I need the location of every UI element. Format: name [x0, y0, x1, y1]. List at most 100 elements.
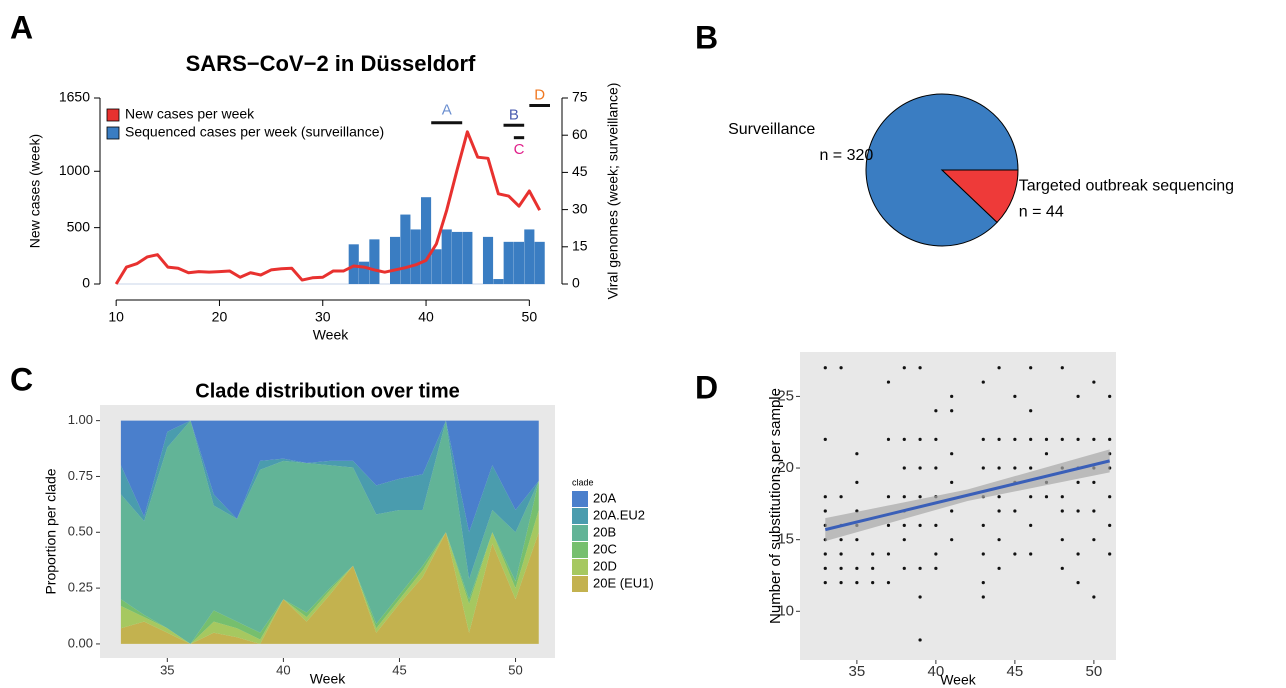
point [1029, 366, 1033, 370]
x-tick-label: 50 [1086, 663, 1103, 680]
bar [493, 279, 504, 284]
x-tick-label: 40 [276, 662, 290, 677]
y-tick-label: 1650 [59, 89, 90, 105]
legend-label: New cases per week [125, 106, 255, 122]
legend-key [106, 108, 120, 122]
y-tick-label: 0.75 [68, 468, 93, 483]
point [1060, 566, 1064, 570]
panel-background [800, 352, 1116, 660]
point [918, 523, 922, 527]
point [1060, 495, 1064, 499]
y-tick-label: 1000 [59, 162, 90, 178]
y2-axis-title: Viral genomes (week; surveillance) [605, 83, 621, 300]
point [839, 495, 843, 499]
annotation-label: A [442, 101, 452, 118]
point [1092, 380, 1096, 384]
bar [534, 241, 545, 284]
point [1029, 437, 1033, 441]
x-tick-label: 35 [160, 662, 174, 677]
point [918, 495, 922, 499]
y2-tick-label: 15 [572, 238, 588, 254]
point [1092, 595, 1096, 599]
area [120, 420, 539, 580]
point [823, 495, 827, 499]
point [886, 552, 891, 556]
point [950, 409, 954, 413]
point [1076, 480, 1080, 484]
y-tick-label: 0 [82, 275, 90, 291]
point [1092, 509, 1096, 513]
point [1076, 394, 1080, 399]
bar [369, 239, 380, 284]
point [902, 495, 906, 499]
y-axis-title: New cases (week) [27, 134, 43, 248]
point [1092, 480, 1096, 484]
point [839, 581, 843, 585]
point [886, 437, 891, 441]
point [871, 552, 875, 556]
point [981, 595, 985, 599]
point [886, 523, 891, 527]
point [1013, 552, 1017, 556]
point [1108, 552, 1112, 556]
x-tick-label: 45 [1007, 663, 1024, 680]
point [1092, 437, 1096, 441]
point [997, 566, 1001, 570]
legend-key [106, 126, 120, 140]
point [855, 566, 859, 570]
point [918, 638, 922, 642]
legend-label: 20D [593, 558, 617, 573]
bar [389, 236, 401, 284]
bar [482, 236, 494, 284]
legend-label: 20C [593, 541, 617, 556]
annotation-label: B [509, 106, 519, 123]
point [981, 581, 985, 585]
point [1108, 523, 1112, 527]
point [855, 581, 859, 585]
point [1076, 437, 1080, 441]
point [997, 538, 1001, 542]
pie-label: Targeted outbreak sequencing [1019, 177, 1234, 194]
point [1076, 509, 1080, 513]
point [981, 523, 985, 527]
y-tick-label: 25 [777, 387, 794, 404]
point [997, 509, 1001, 513]
point [823, 581, 827, 585]
annotation-label: C [514, 141, 525, 158]
point [934, 437, 938, 441]
legend-label: Sequenced cases per week (surveillance) [125, 124, 384, 140]
point [918, 595, 922, 599]
point [934, 566, 938, 570]
legend-key [572, 559, 588, 575]
point [918, 366, 922, 370]
bar [348, 244, 359, 284]
point [823, 437, 827, 441]
legend-key [572, 576, 588, 592]
panel-letter: B [695, 19, 718, 55]
point [1108, 394, 1112, 399]
point [855, 480, 859, 484]
point [934, 466, 938, 470]
point [950, 452, 954, 456]
panel-letter: C [10, 361, 33, 397]
y-tick-label: 0.25 [68, 580, 93, 595]
y-tick-label: 0.50 [68, 524, 93, 539]
point [1013, 394, 1017, 399]
x-tick-label: 50 [508, 662, 522, 677]
point [1060, 366, 1064, 370]
point [823, 366, 827, 370]
y-tick-label: 15 [777, 531, 794, 548]
point [950, 480, 954, 484]
point [902, 566, 906, 570]
x-tick-label: 40 [418, 309, 434, 325]
point [934, 552, 938, 556]
legend-label: 20A [593, 490, 616, 505]
x-tick-label: 50 [522, 309, 538, 325]
point [1060, 509, 1064, 513]
y2-tick-label: 30 [572, 200, 588, 216]
bar [513, 241, 525, 284]
y-tick-label: 10 [777, 602, 794, 619]
point [1108, 495, 1112, 499]
point [1044, 495, 1049, 499]
legend-title: clade [572, 477, 594, 487]
